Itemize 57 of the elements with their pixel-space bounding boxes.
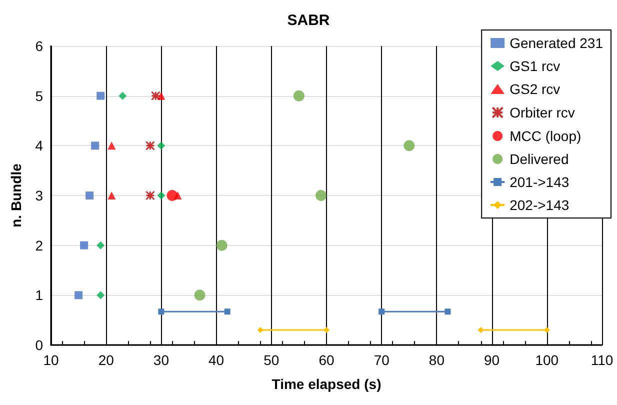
x-tick-label: 10 [43, 352, 59, 368]
point [324, 327, 330, 334]
x-tick-label: 100 [535, 352, 559, 368]
point [86, 192, 94, 200]
point [96, 241, 105, 250]
legend-label: MCC (loop) [510, 128, 582, 144]
x-tick-label: 60 [318, 352, 334, 368]
point [108, 142, 116, 150]
point [166, 190, 178, 201]
y-tick-label: 5 [35, 88, 44, 104]
point [96, 92, 105, 100]
point [145, 190, 155, 200]
legend-label: GS1 rcv [510, 58, 560, 74]
x-tick-label: 30 [153, 352, 170, 368]
point [478, 327, 484, 334]
legend-label: GS2 rcv [510, 81, 560, 97]
legend-label: 202->143 [510, 197, 570, 213]
point [404, 140, 415, 152]
point [444, 308, 451, 315]
point [316, 190, 326, 201]
x-tick-label: 20 [98, 352, 114, 368]
point [157, 142, 166, 150]
point [216, 240, 228, 251]
x-tick-label: 50 [264, 352, 280, 368]
point [224, 308, 230, 315]
point [96, 291, 105, 300]
x-tick-label: 110 [590, 352, 614, 368]
point [108, 192, 116, 200]
y-axis-title: n. Bundle [8, 163, 24, 228]
legend-label: 201->143 [510, 174, 570, 190]
legend-label: Delivered [510, 151, 569, 167]
point [150, 91, 160, 101]
point [80, 241, 88, 250]
point [74, 291, 83, 300]
x-axis-title: Time elapsed (s) [272, 376, 382, 392]
x-tick-label: 80 [428, 352, 445, 368]
point [91, 142, 100, 150]
y-tick-label: 3 [35, 188, 44, 204]
y-tick-label: 4 [35, 138, 44, 154]
point [293, 90, 304, 102]
point [118, 92, 127, 100]
point [158, 308, 164, 315]
y-tick-label: 0 [35, 337, 44, 353]
legend-label: Orbiter rcv [510, 104, 575, 120]
x-tick-label: 40 [208, 352, 224, 368]
point [378, 308, 385, 315]
y-tick-label: 6 [35, 38, 44, 54]
y-tick-label: 2 [35, 237, 44, 254]
x-tick-label: 90 [484, 352, 500, 368]
point [157, 192, 166, 200]
y-tick-label: 1 [35, 287, 44, 304]
point [257, 327, 264, 334]
point [194, 290, 206, 301]
point [145, 140, 155, 150]
legend-label: Generated 231 [510, 35, 604, 51]
x-tick-label: 70 [374, 352, 390, 368]
chart-title: SABR [287, 12, 330, 29]
